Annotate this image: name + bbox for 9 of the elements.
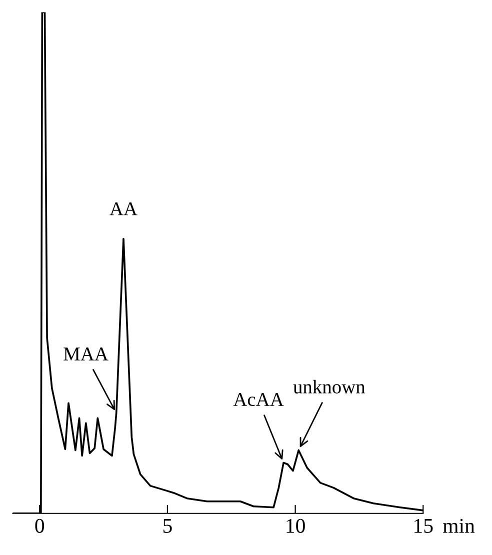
annotation: MAA bbox=[64, 348, 108, 360]
annotation: unknown bbox=[293, 380, 366, 394]
x-tick-label: 5 bbox=[163, 519, 172, 533]
x-axis-title: min bbox=[443, 518, 475, 533]
annotation: AcAA bbox=[233, 393, 284, 406]
x-tick-label: 0 bbox=[35, 518, 44, 533]
x-tick-label: 10 bbox=[286, 518, 305, 533]
x-tick-label: 15 bbox=[414, 518, 433, 533]
annotation: AA bbox=[110, 202, 138, 216]
